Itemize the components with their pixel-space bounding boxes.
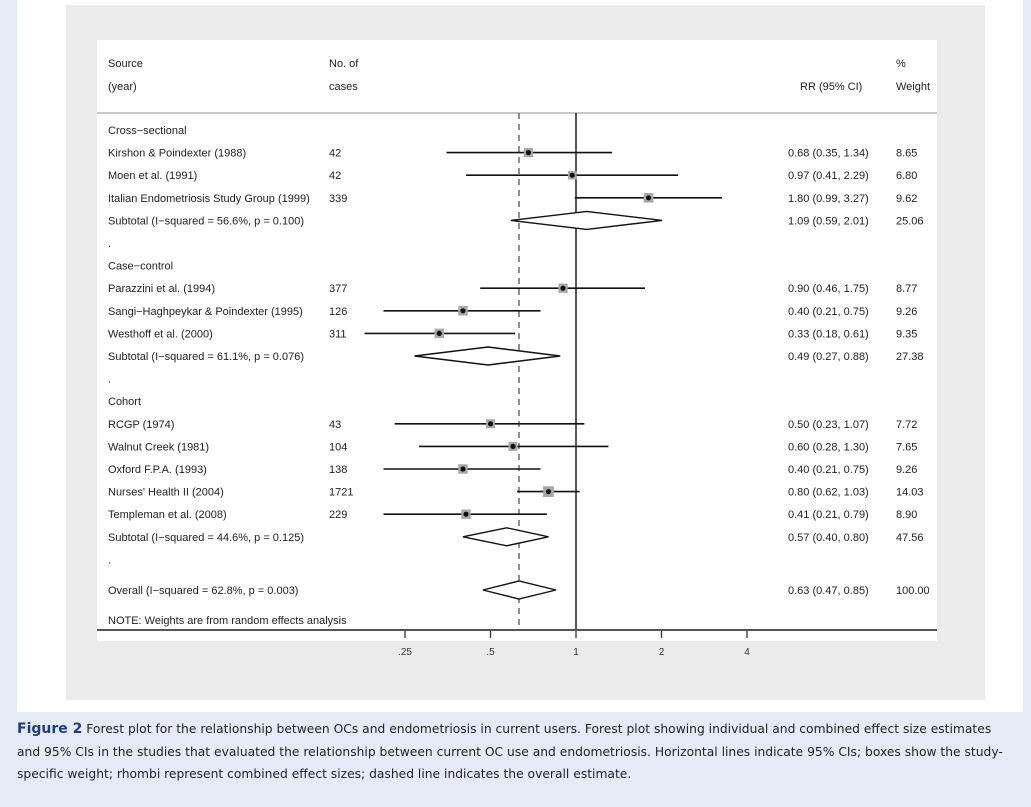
study-label: Templeman et al. (2008) (108, 509, 227, 521)
x-tick-label: 2 (659, 647, 665, 658)
weight-value: 25.06 (896, 215, 924, 227)
figure-caption: Figure 2 Forest plot for the relationshi… (17, 718, 1017, 786)
forest-plot: Source (year) No. of cases RR (95% CI) %… (97, 58, 937, 658)
weight-value: 27.38 (896, 351, 924, 363)
study-label: Kirshon & Poindexter (1988) (108, 148, 246, 160)
point-estimate (487, 421, 494, 427)
cases-value: 42 (329, 148, 341, 160)
weight-value: 47.56 (896, 532, 924, 544)
weight-value: 7.72 (896, 419, 917, 431)
cases-value: 42 (329, 170, 341, 182)
cases-value: 138 (329, 464, 347, 476)
rr-ci-value: 0.40 (0.21, 0.75) (788, 306, 869, 318)
rr-ci-value: 0.50 (0.23, 1.07) (788, 419, 869, 431)
cases-value: 1721 (329, 487, 353, 499)
weight-value: 9.62 (896, 193, 917, 205)
weight-value: 9.26 (896, 306, 917, 318)
spacer-label: . (108, 238, 111, 250)
cases-value: 43 (329, 419, 341, 431)
cases-value: 339 (329, 193, 347, 205)
group-label: Case−control (108, 261, 173, 273)
study-label: Sangi−Haghpeykar & Poindexter (1995) (108, 306, 303, 318)
rr-ci-value: 0.63 (0.47, 0.85) (788, 585, 869, 597)
group-label: Cross−sectional (108, 125, 187, 137)
spacer-label: . (108, 554, 111, 566)
figure-label: Figure 2 (17, 721, 83, 737)
rr-ci-value: 0.90 (0.46, 1.75) (788, 283, 869, 295)
point-estimate (436, 330, 442, 336)
cases-value: 377 (329, 283, 347, 295)
rr-ci-value: 0.49 (0.27, 0.88) (788, 351, 869, 363)
header-cases: cases (329, 81, 358, 93)
point-estimate (545, 489, 552, 495)
header-percent: % (896, 58, 906, 70)
point-estimate (463, 511, 469, 517)
point-estimate (645, 195, 652, 201)
weight-value: 8.65 (896, 148, 917, 160)
subtotal-diamond (510, 210, 663, 231)
study-label: Oxford F.P.A. (1993) (108, 464, 207, 476)
weight-value: 14.03 (896, 487, 924, 499)
weight-value: 100.00 (896, 585, 930, 597)
rr-ci-value: 1.09 (0.59, 2.01) (788, 215, 869, 227)
subtotal-diamond (414, 346, 561, 366)
x-tick-label: 1 (573, 647, 579, 658)
spacer-label: . (108, 374, 111, 386)
header-rr-ci: RR (95% CI) (800, 81, 862, 93)
cases-value: 126 (329, 306, 347, 318)
weight-value: 9.35 (896, 328, 917, 340)
study-label: Parazzini et al. (1994) (108, 283, 215, 295)
rr-ci-value: 0.80 (0.62, 1.03) (788, 487, 869, 499)
weight-value: 8.90 (896, 509, 917, 521)
note-text: NOTE: Weights are from random effects an… (108, 615, 347, 627)
subtotal-label: Subtotal (I−squared = 56.6%, p = 0.100) (108, 215, 304, 227)
header-year: (year) (108, 81, 137, 93)
rr-ci-value: 0.97 (0.41, 2.29) (788, 170, 869, 182)
study-label: Westhoff et al. (2000) (108, 328, 213, 340)
rr-ci-value: 0.57 (0.40, 0.80) (788, 532, 869, 544)
study-label: RCGP (1974) (108, 419, 174, 431)
study-label: Moen et al. (1991) (108, 170, 197, 182)
rr-ci-value: 0.41 (0.21, 0.79) (788, 509, 869, 521)
overall-diamond (482, 580, 557, 600)
subtotal-diamond (462, 527, 549, 547)
overall-label: Overall (I−squared = 62.8%, p = 0.003) (108, 585, 298, 597)
point-estimate (560, 285, 566, 291)
header-weight: Weight (896, 81, 930, 93)
caption-text: Forest plot for the relationship between… (17, 722, 1003, 781)
rr-ci-value: 1.80 (0.99, 3.27) (788, 193, 869, 205)
rr-ci-value: 0.68 (0.35, 1.34) (788, 148, 869, 160)
point-estimate (460, 308, 466, 314)
point-estimate (569, 172, 575, 178)
cases-value: 311 (329, 328, 347, 340)
cases-value: 104 (329, 441, 347, 453)
subtotal-label: Subtotal (I−squared = 61.1%, p = 0.076) (108, 351, 304, 363)
rr-ci-value: 0.60 (0.28, 1.30) (788, 441, 869, 453)
weight-value: 6.80 (896, 170, 917, 182)
x-tick-label: .5 (486, 647, 495, 658)
group-label: Cohort (108, 396, 141, 408)
header-no-of: No. of (329, 58, 359, 70)
weight-value: 9.26 (896, 464, 917, 476)
point-estimate (460, 466, 466, 472)
x-tick-label: .25 (398, 647, 412, 658)
weight-value: 8.77 (896, 283, 917, 295)
study-label: Nurses' Health II (2004) (108, 487, 224, 499)
rr-ci-value: 0.40 (0.21, 0.75) (788, 464, 869, 476)
x-tick-label: 4 (744, 647, 750, 658)
study-label: Walnut Creek (1981) (108, 441, 209, 453)
subtotal-label: Subtotal (I−squared = 44.6%, p = 0.125) (108, 532, 304, 544)
header-source: Source (108, 58, 143, 70)
study-label: Italian Endometriosis Study Group (1999) (108, 193, 310, 205)
rr-ci-value: 0.33 (0.18, 0.61) (788, 328, 869, 340)
weight-value: 7.65 (896, 441, 917, 453)
point-estimate (510, 443, 516, 449)
point-estimate (525, 150, 532, 156)
cases-value: 229 (329, 509, 347, 521)
